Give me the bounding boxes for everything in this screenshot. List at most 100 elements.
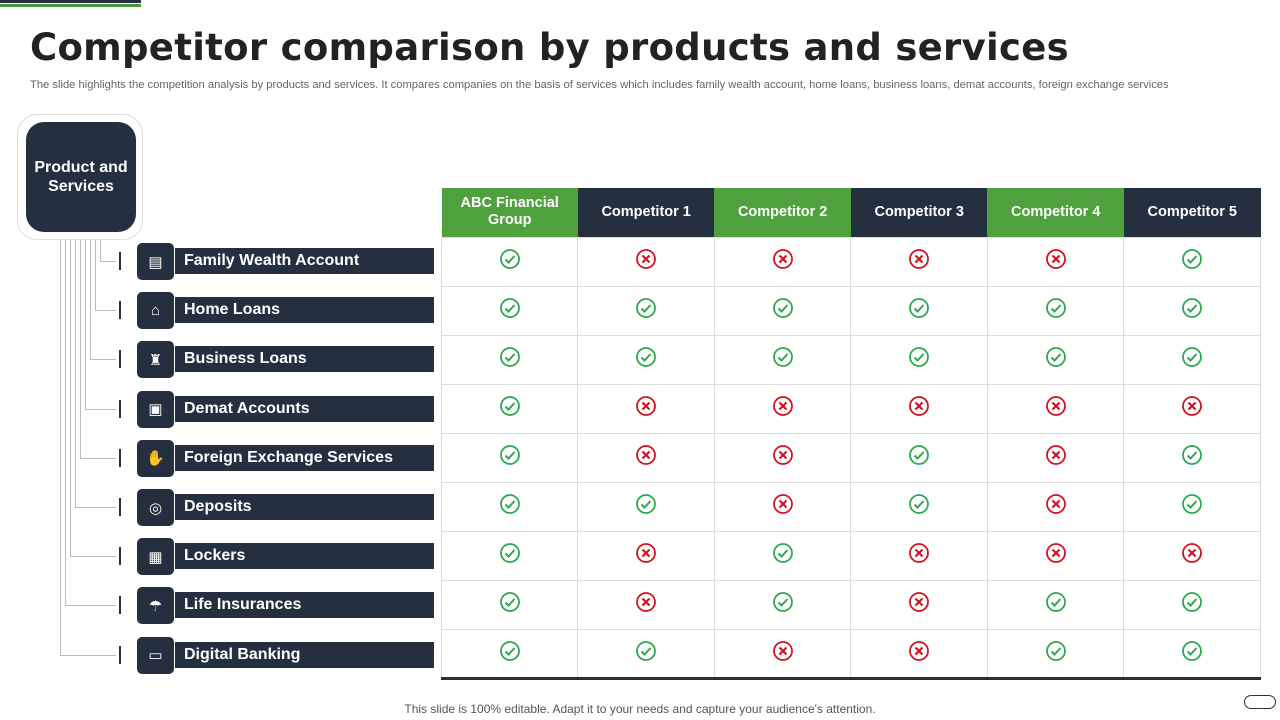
service-label-text: Family Wealth Account bbox=[184, 252, 360, 269]
check-icon bbox=[1181, 494, 1203, 519]
table-cell bbox=[1123, 285, 1261, 336]
table-cell bbox=[986, 530, 1125, 581]
root-label: Product and Services bbox=[26, 122, 136, 232]
service-label-text: Deposits bbox=[184, 498, 252, 515]
cross-icon bbox=[635, 445, 657, 470]
table-cell bbox=[713, 383, 852, 434]
tree-connector bbox=[60, 240, 61, 655]
cross-icon bbox=[772, 494, 794, 519]
table-cell bbox=[440, 334, 579, 385]
check-icon bbox=[1045, 640, 1067, 666]
table-cell bbox=[1123, 236, 1261, 287]
service-label: Business Loans bbox=[175, 346, 434, 373]
cross-icon bbox=[1045, 445, 1067, 470]
check-icon bbox=[1045, 592, 1067, 617]
table-cell bbox=[850, 481, 988, 532]
cross-icon bbox=[1181, 543, 1203, 568]
table-row bbox=[440, 481, 1261, 532]
footer-note: This slide is 100% editable. Adapt it to… bbox=[404, 702, 876, 716]
cross-icon bbox=[1045, 249, 1067, 274]
table-cell bbox=[850, 236, 988, 287]
table-cell bbox=[440, 432, 579, 483]
check-icon bbox=[499, 494, 521, 519]
cross-icon bbox=[1181, 396, 1203, 421]
check-icon bbox=[499, 249, 521, 274]
service-label: Life Insurances bbox=[175, 592, 434, 619]
table-cell bbox=[577, 334, 715, 385]
table-cell bbox=[577, 579, 715, 630]
tree-connector bbox=[90, 359, 116, 361]
check-icon bbox=[1045, 298, 1067, 323]
table-row bbox=[440, 628, 1261, 680]
comparison-table: ABC Financial Group Competitor 1 Competito… bbox=[440, 188, 1261, 680]
cross-icon bbox=[635, 396, 657, 421]
table-cell bbox=[986, 285, 1125, 336]
check-icon bbox=[499, 347, 521, 372]
slide-control[interactable] bbox=[1244, 695, 1276, 709]
check-icon bbox=[908, 347, 930, 372]
tree-tick bbox=[119, 399, 121, 418]
table-cell bbox=[440, 236, 579, 287]
hand-money-icon: ✋ bbox=[137, 439, 174, 477]
table-cell bbox=[986, 383, 1125, 434]
business-building-icon: ♜ bbox=[137, 341, 174, 379]
cross-icon bbox=[908, 592, 930, 617]
table-cell bbox=[713, 236, 852, 287]
check-icon bbox=[772, 592, 794, 617]
table-row bbox=[440, 383, 1261, 434]
tree-tick bbox=[119, 350, 121, 369]
table-cell bbox=[850, 285, 988, 336]
cross-icon bbox=[1045, 396, 1067, 421]
tree-connector bbox=[60, 654, 116, 656]
column-header: Competitor 5 bbox=[1123, 188, 1261, 237]
cross-icon bbox=[908, 640, 930, 666]
check-icon bbox=[1181, 640, 1203, 666]
table-cell bbox=[440, 530, 579, 581]
top-accent-bar bbox=[0, 0, 141, 3]
table-row bbox=[440, 530, 1261, 581]
safe-icon: ▦ bbox=[137, 538, 174, 576]
table-cell bbox=[440, 579, 579, 630]
service-label: Family Wealth Account bbox=[175, 248, 434, 274]
check-icon bbox=[499, 396, 521, 421]
check-icon bbox=[772, 347, 794, 372]
column-header: ABC Financial Group bbox=[441, 188, 578, 237]
tree-tick bbox=[119, 596, 121, 615]
table-row bbox=[440, 432, 1261, 483]
column-header: Competitor 4 bbox=[987, 188, 1124, 237]
table-cell bbox=[713, 432, 852, 483]
check-icon bbox=[1181, 445, 1203, 470]
table-cell bbox=[577, 530, 715, 581]
table-row bbox=[440, 579, 1261, 630]
check-icon bbox=[1181, 592, 1203, 617]
tree-connector bbox=[70, 556, 116, 558]
service-label: Foreign Exchange Services bbox=[175, 444, 434, 471]
service-label-text: Business Loans bbox=[184, 350, 307, 368]
service-label-text: Digital Banking bbox=[184, 645, 301, 663]
cross-icon bbox=[1045, 494, 1067, 519]
tree-connector bbox=[100, 261, 116, 262]
cross-icon bbox=[908, 543, 930, 568]
check-icon bbox=[499, 640, 521, 666]
column-header: Competitor 1 bbox=[577, 188, 715, 237]
cross-icon bbox=[635, 592, 657, 617]
service-label: Home Loans bbox=[175, 297, 434, 324]
tree-connector bbox=[95, 310, 116, 312]
tree-connector bbox=[75, 240, 76, 507]
id-card-icon: ▣ bbox=[137, 390, 174, 428]
table-cell bbox=[440, 481, 579, 532]
table-cell bbox=[713, 285, 852, 336]
table-cell bbox=[850, 579, 988, 630]
table-cell bbox=[1123, 530, 1261, 581]
tree-connector bbox=[80, 240, 81, 458]
tree-connector bbox=[85, 240, 86, 409]
check-icon bbox=[635, 494, 657, 519]
tree-connector bbox=[95, 240, 96, 311]
table-row bbox=[440, 334, 1261, 385]
check-icon bbox=[908, 298, 930, 323]
table-cell bbox=[440, 628, 579, 680]
table-cell bbox=[577, 481, 715, 532]
table-cell bbox=[986, 236, 1125, 287]
table-cell bbox=[577, 628, 715, 680]
table-cell bbox=[713, 481, 852, 532]
